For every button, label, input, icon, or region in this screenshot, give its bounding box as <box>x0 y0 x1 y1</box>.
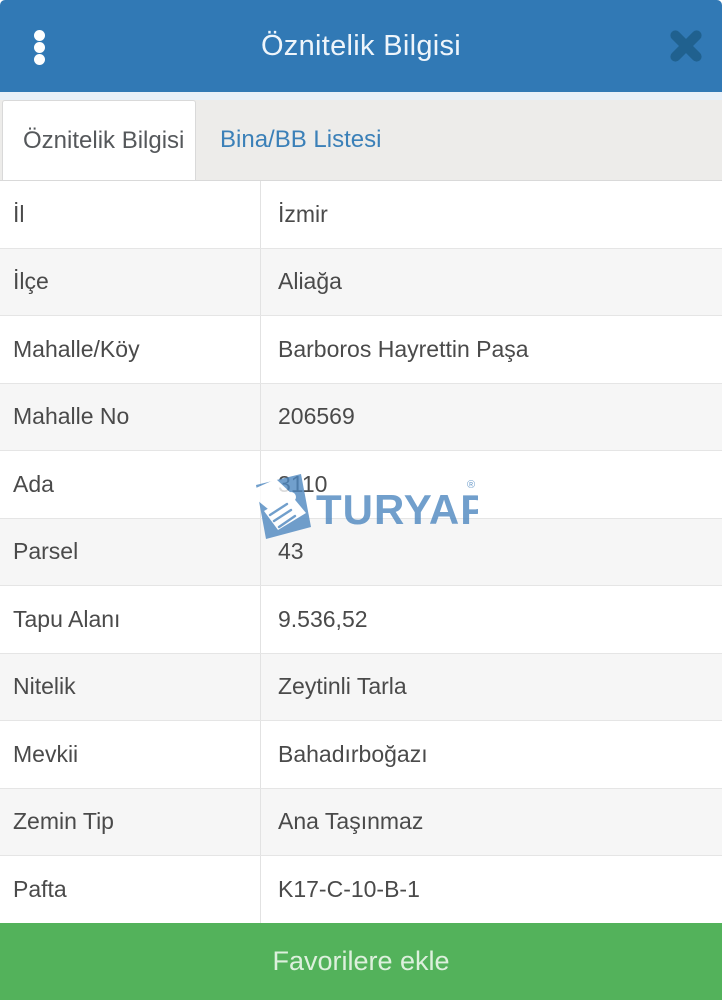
row-value: Barboros Hayrettin Paşa <box>278 335 529 362</box>
table-row-parsel: Parsel 43 <box>0 518 722 586</box>
row-value: İzmir <box>278 200 328 227</box>
row-value: Bahadırboğazı <box>278 740 428 767</box>
row-label: Zemin Tip <box>0 788 261 855</box>
header-separator <box>0 92 722 100</box>
row-label: İl <box>0 181 261 248</box>
add-to-favorites-button[interactable]: Favorilere ekle <box>0 923 722 1000</box>
tab-oznitelik-bilgisi[interactable]: Öznitelik Bilgisi <box>2 100 196 180</box>
row-value: 206569 <box>278 403 355 430</box>
tab-bar: Öznitelik Bilgisi Bina/BB Listesi <box>0 100 722 180</box>
row-label: İlçe <box>0 248 261 315</box>
table-row-il: İl İzmir <box>0 181 722 249</box>
row-value: 3110 <box>278 470 328 497</box>
row-value: Zeytinli Tarla <box>278 673 407 700</box>
table-row-tapu-alani: Tapu Alanı 9.536,52 <box>0 586 722 654</box>
table-row-ilce: İlçe Aliağa <box>0 248 722 316</box>
row-value: K17-C-10-B-1 <box>278 875 420 902</box>
row-value: Aliağa <box>278 268 342 295</box>
row-value: 43 <box>278 538 304 565</box>
row-label: Ada <box>0 451 261 518</box>
table-row-mevkii: Mevkii Bahadırboğazı <box>0 721 722 789</box>
row-label: Pafta <box>0 856 261 923</box>
table-row-zemin-tip: Zemin Tip Ana Taşınmaz <box>0 788 722 856</box>
row-label: Tapu Alanı <box>0 586 261 653</box>
modal-title: Öznitelik Bilgisi <box>260 29 462 62</box>
row-value: Ana Taşınmaz <box>278 808 424 835</box>
row-label: Mahalle/Köy <box>0 316 261 383</box>
table-row-nitelik: Nitelik Zeytinli Tarla <box>0 653 722 721</box>
modal-header: Öznitelik Bilgisi <box>0 0 722 92</box>
table-row-ada: Ada 3110 <box>0 451 722 519</box>
attribute-table: İl İzmir İlçe Aliağa Mahalle/Köy Barboro… <box>0 180 722 924</box>
row-label: Nitelik <box>0 653 261 720</box>
row-label: Parsel <box>0 518 261 585</box>
row-value: 9.536,52 <box>278 605 368 632</box>
row-label: Mahalle No <box>0 383 261 450</box>
table-row-mahalle-koy: Mahalle/Köy Barboros Hayrettin Paşa <box>0 316 722 384</box>
kebab-menu-icon[interactable] <box>27 24 51 70</box>
tab-bina-bb-listesi[interactable]: Bina/BB Listesi <box>220 126 382 153</box>
table-row-mahalle-no: Mahalle No 206569 <box>0 383 722 451</box>
close-icon[interactable] <box>670 30 702 62</box>
table-row-pafta: Pafta K17-C-10-B-1 <box>0 856 722 924</box>
row-label: Mevkii <box>0 721 261 788</box>
